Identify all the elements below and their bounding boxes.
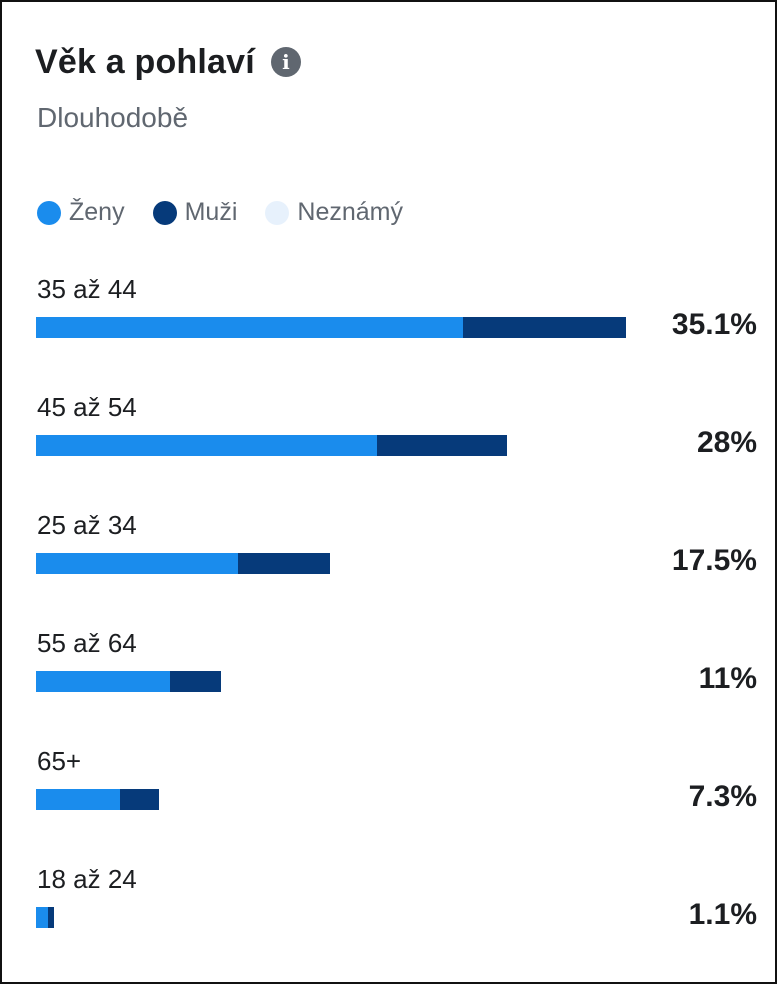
bar-row: 65+ 7.3% bbox=[2, 746, 777, 864]
bar-segment-muzi bbox=[462, 317, 626, 338]
category-label: 65+ bbox=[37, 746, 82, 776]
legend-item-zeny: Ženy bbox=[37, 198, 125, 227]
bar-segment-zeny bbox=[36, 671, 171, 692]
bar-segment-muzi bbox=[120, 789, 159, 810]
stacked-bar[interactable] bbox=[36, 435, 507, 456]
stacked-bar[interactable] bbox=[36, 789, 159, 810]
legend-label-neznamy: Neznámý bbox=[297, 198, 403, 226]
category-label: 55 až 64 bbox=[37, 628, 137, 658]
bar-segment-muzi bbox=[377, 435, 507, 456]
legend-label-muzi: Muži bbox=[184, 198, 238, 226]
bar-segment-zeny bbox=[36, 789, 121, 810]
legend-label-zeny: Ženy bbox=[69, 198, 125, 226]
category-label: 18 až 24 bbox=[37, 864, 137, 894]
legend-swatch-zeny bbox=[37, 200, 61, 225]
bar-segment-zeny bbox=[36, 907, 48, 928]
info-icon[interactable]: i bbox=[270, 47, 301, 77]
bar-row: 18 až 24 1.1% bbox=[2, 864, 777, 982]
bar-segment-muzi bbox=[47, 907, 55, 928]
card-subtitle: Dlouhodobě bbox=[37, 102, 189, 133]
legend-item-neznamy: Neznámý bbox=[265, 198, 403, 227]
bar-segment-muzi bbox=[170, 671, 221, 692]
stacked-bar[interactable] bbox=[36, 671, 221, 692]
bar-row: 55 až 64 11% bbox=[2, 628, 777, 746]
stacked-bar[interactable] bbox=[36, 907, 55, 928]
value-label: 7.3% bbox=[688, 780, 757, 813]
bar-row: 35 až 44 35.1% bbox=[2, 274, 777, 392]
value-label: 1.1% bbox=[688, 898, 757, 931]
bar-segment-zeny bbox=[36, 553, 238, 574]
card-title: Věk a pohlaví bbox=[35, 42, 255, 81]
chart-legend: Ženy Muži Neznámý bbox=[37, 198, 431, 227]
legend-swatch-muzi bbox=[152, 200, 177, 225]
category-label: 45 až 54 bbox=[37, 392, 137, 422]
bar-segment-zeny bbox=[36, 435, 378, 456]
category-label: 25 až 34 bbox=[37, 510, 137, 540]
legend-item-muzi: Muži bbox=[152, 198, 238, 227]
value-label: 17.5% bbox=[671, 544, 757, 577]
value-label: 11% bbox=[698, 662, 757, 695]
bar-row: 45 až 54 28% bbox=[2, 392, 777, 510]
value-label: 28% bbox=[696, 426, 757, 459]
category-label: 35 až 44 bbox=[37, 274, 137, 304]
bar-row: 25 až 34 17.5% bbox=[2, 510, 777, 628]
legend-swatch-neznamy bbox=[265, 200, 290, 225]
stacked-bar[interactable] bbox=[36, 317, 626, 338]
stacked-bar[interactable] bbox=[36, 553, 331, 574]
title-row: Věk a pohlaví i bbox=[35, 36, 301, 88]
bar-segment-muzi bbox=[237, 553, 331, 574]
bar-segment-zeny bbox=[36, 317, 463, 338]
value-label: 35.1% bbox=[671, 308, 757, 341]
